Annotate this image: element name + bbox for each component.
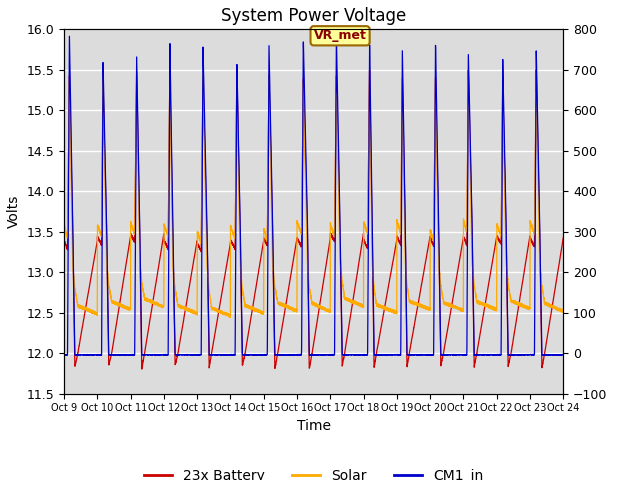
X-axis label: Time: Time bbox=[297, 419, 331, 433]
Legend: 23x Battery, Solar, CM1_in: 23x Battery, Solar, CM1_in bbox=[138, 463, 489, 480]
Text: VR_met: VR_met bbox=[314, 29, 367, 42]
Y-axis label: Volts: Volts bbox=[7, 195, 21, 228]
Title: System Power Voltage: System Power Voltage bbox=[221, 7, 406, 25]
